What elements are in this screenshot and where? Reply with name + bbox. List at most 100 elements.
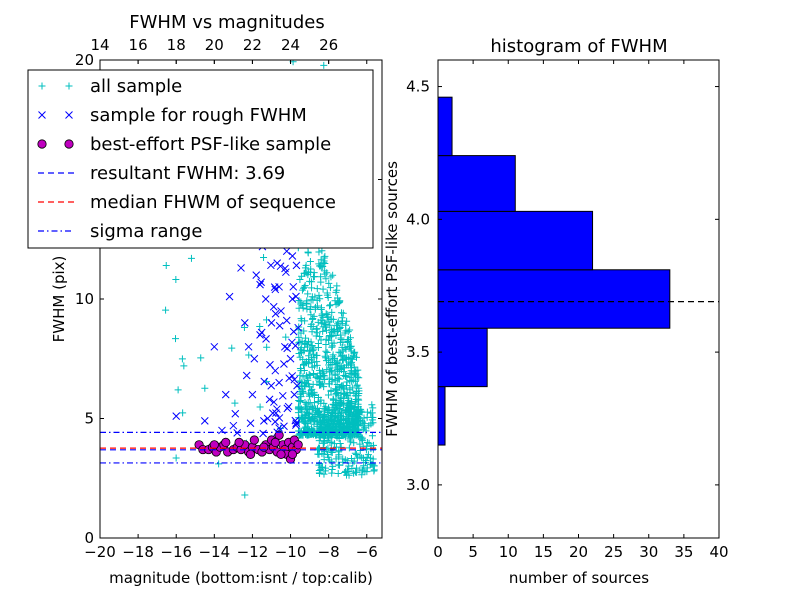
all-sample-point: [215, 460, 223, 468]
all-sample-point: [334, 469, 342, 477]
y-tick-label: 4.0: [406, 210, 430, 228]
all-sample-point: [339, 356, 347, 364]
rough-sample-point: [283, 344, 292, 353]
rough-sample-point: [256, 280, 264, 289]
all-sample-point: [345, 399, 353, 407]
all-sample-point: [349, 355, 357, 363]
all-sample-point: [307, 415, 315, 423]
psf-sample-point: [287, 449, 298, 459]
all-sample-point: [162, 306, 170, 314]
all-sample-point: [302, 411, 310, 419]
all-sample-point: [316, 460, 324, 468]
all-sample-point: [335, 375, 343, 383]
rough-sample-point: [267, 381, 276, 390]
all-sample-point: [309, 370, 317, 378]
legend-entry-rough-sample: sample for rough FWHM: [38, 105, 307, 126]
all-sample-point: [333, 322, 341, 330]
all-sample-point: [323, 326, 331, 334]
all-sample-point: [360, 462, 368, 470]
all-sample-point: [341, 344, 349, 352]
all-sample-point: [326, 374, 334, 382]
top-x-tick-label: 14: [90, 36, 109, 54]
all-sample-point: [296, 398, 304, 406]
psf-sample-point: [234, 437, 244, 447]
y-tick-label: 3.5: [406, 343, 430, 361]
all-sample-point: [308, 343, 316, 351]
all-sample-point: [319, 327, 327, 335]
all-sample-point: [363, 464, 371, 472]
rough-sample-point: [292, 292, 300, 301]
all-sample-point: [324, 427, 332, 435]
all-sample-point: [179, 409, 187, 417]
right-axes-frame: [437, 59, 720, 539]
histogram-bar: [437, 155, 516, 212]
all-sample-point: [329, 462, 337, 470]
all-sample-point: [353, 416, 361, 424]
all-sample-point: [313, 285, 321, 293]
all-sample-point: [240, 323, 248, 331]
all-sample-point: [294, 409, 302, 417]
all-sample-point: [335, 348, 343, 356]
top-x-tick-label: 20: [205, 36, 224, 54]
all-sample-point: [162, 261, 170, 269]
legend-circle-marker-icon: [37, 139, 74, 149]
all-sample-point: [359, 425, 367, 433]
legend-marker-right: [65, 82, 73, 90]
all-sample-point: [351, 398, 359, 406]
rough-sample-point: [246, 419, 255, 428]
x-tick-label: −14: [198, 543, 230, 561]
right-y-axis-label: FWHM of best-effort PSF-like sources: [383, 161, 401, 437]
all-sample-point: [326, 332, 334, 340]
rough-sample-point: [270, 398, 278, 406]
legend-marker-right: [64, 139, 74, 149]
all-sample-point: [323, 311, 331, 319]
all-sample-point: [358, 435, 366, 443]
all-sample-point: [330, 423, 338, 431]
x-tick-label: 0: [433, 543, 443, 561]
all-sample-point: [358, 466, 366, 474]
all-sample-point: [304, 290, 312, 298]
y-tick-label: 20: [75, 51, 94, 69]
all-sample-point: [302, 427, 310, 435]
all-sample-point: [318, 416, 326, 424]
all-sample-point: [325, 380, 333, 388]
rough-sample-point: [292, 261, 301, 270]
all-sample-point: [318, 312, 326, 320]
histogram-bar: [437, 386, 446, 446]
all-sample-point: [322, 341, 330, 349]
left-chart-title: FWHM vs magnitudes: [129, 12, 324, 33]
all-sample-point: [307, 320, 315, 328]
legend-entry-median-fwhm: median FHWM of sequence: [38, 192, 336, 213]
all-sample-point: [320, 470, 328, 478]
rough-sample-point: [242, 371, 251, 380]
all-sample-point: [201, 384, 209, 392]
all-sample-point: [301, 269, 309, 277]
all-sample-point: [323, 366, 331, 374]
all-sample-point: [311, 412, 319, 420]
legend-entry-all-sample: all sample: [38, 76, 182, 97]
all-sample-point: [316, 433, 324, 441]
rough-sample-point: [292, 419, 301, 428]
rough-sample-point: [271, 366, 280, 375]
rough-sample-point: [248, 390, 257, 399]
all-sample-point: [344, 392, 352, 400]
all-sample-point: [351, 404, 359, 412]
all-sample-point: [326, 413, 334, 421]
all-sample-point: [324, 391, 332, 399]
x-tick-label: −20: [84, 543, 116, 561]
right-chart-title: histogram of FWHM: [490, 36, 667, 57]
rough-sample-point: [275, 378, 283, 387]
all-sample-point: [314, 398, 322, 406]
all-sample-point: [301, 264, 309, 272]
all-sample-point: [260, 253, 268, 261]
all-sample-point: [347, 454, 355, 462]
all-sample-point: [365, 439, 373, 447]
all-sample-point: [342, 467, 350, 475]
all-sample-point: [343, 336, 351, 344]
all-sample-point: [341, 390, 349, 398]
all-sample-point: [310, 353, 318, 361]
rough-sample-point: [294, 323, 303, 332]
top-x-tick-label: 16: [129, 36, 148, 54]
all-sample-point: [178, 355, 186, 363]
all-sample-point: [263, 343, 271, 351]
